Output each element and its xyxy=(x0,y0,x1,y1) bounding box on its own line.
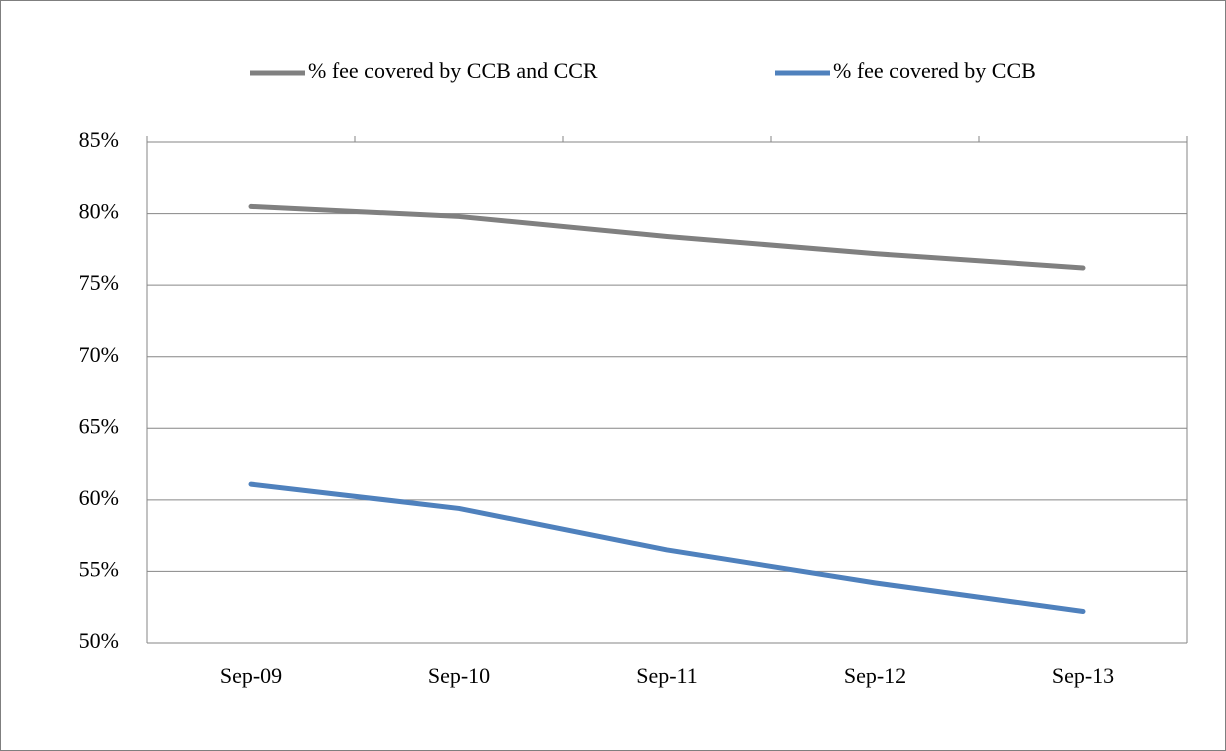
y-tick-label: 50% xyxy=(79,628,119,653)
x-tick-label: Sep-11 xyxy=(636,663,698,688)
y-tick-label: 55% xyxy=(79,556,119,581)
y-tick-label: 60% xyxy=(79,485,119,510)
y-tick-label: 65% xyxy=(79,413,119,438)
x-tick-label: Sep-09 xyxy=(220,663,282,688)
y-tick-label: 75% xyxy=(79,270,119,295)
series-line xyxy=(248,481,1086,615)
x-tick-label: Sep-12 xyxy=(844,663,906,688)
x-tick-label: Sep-10 xyxy=(428,663,490,688)
legend-label: % fee covered by CCB xyxy=(833,58,1036,83)
x-tick-label: Sep-13 xyxy=(1052,663,1114,688)
y-tick-label: 80% xyxy=(79,199,119,224)
legend-label: % fee covered by CCB and CCR xyxy=(308,58,598,83)
y-tick-label: 85% xyxy=(79,127,119,152)
series-line xyxy=(248,203,1086,271)
y-tick-label: 70% xyxy=(79,342,119,367)
